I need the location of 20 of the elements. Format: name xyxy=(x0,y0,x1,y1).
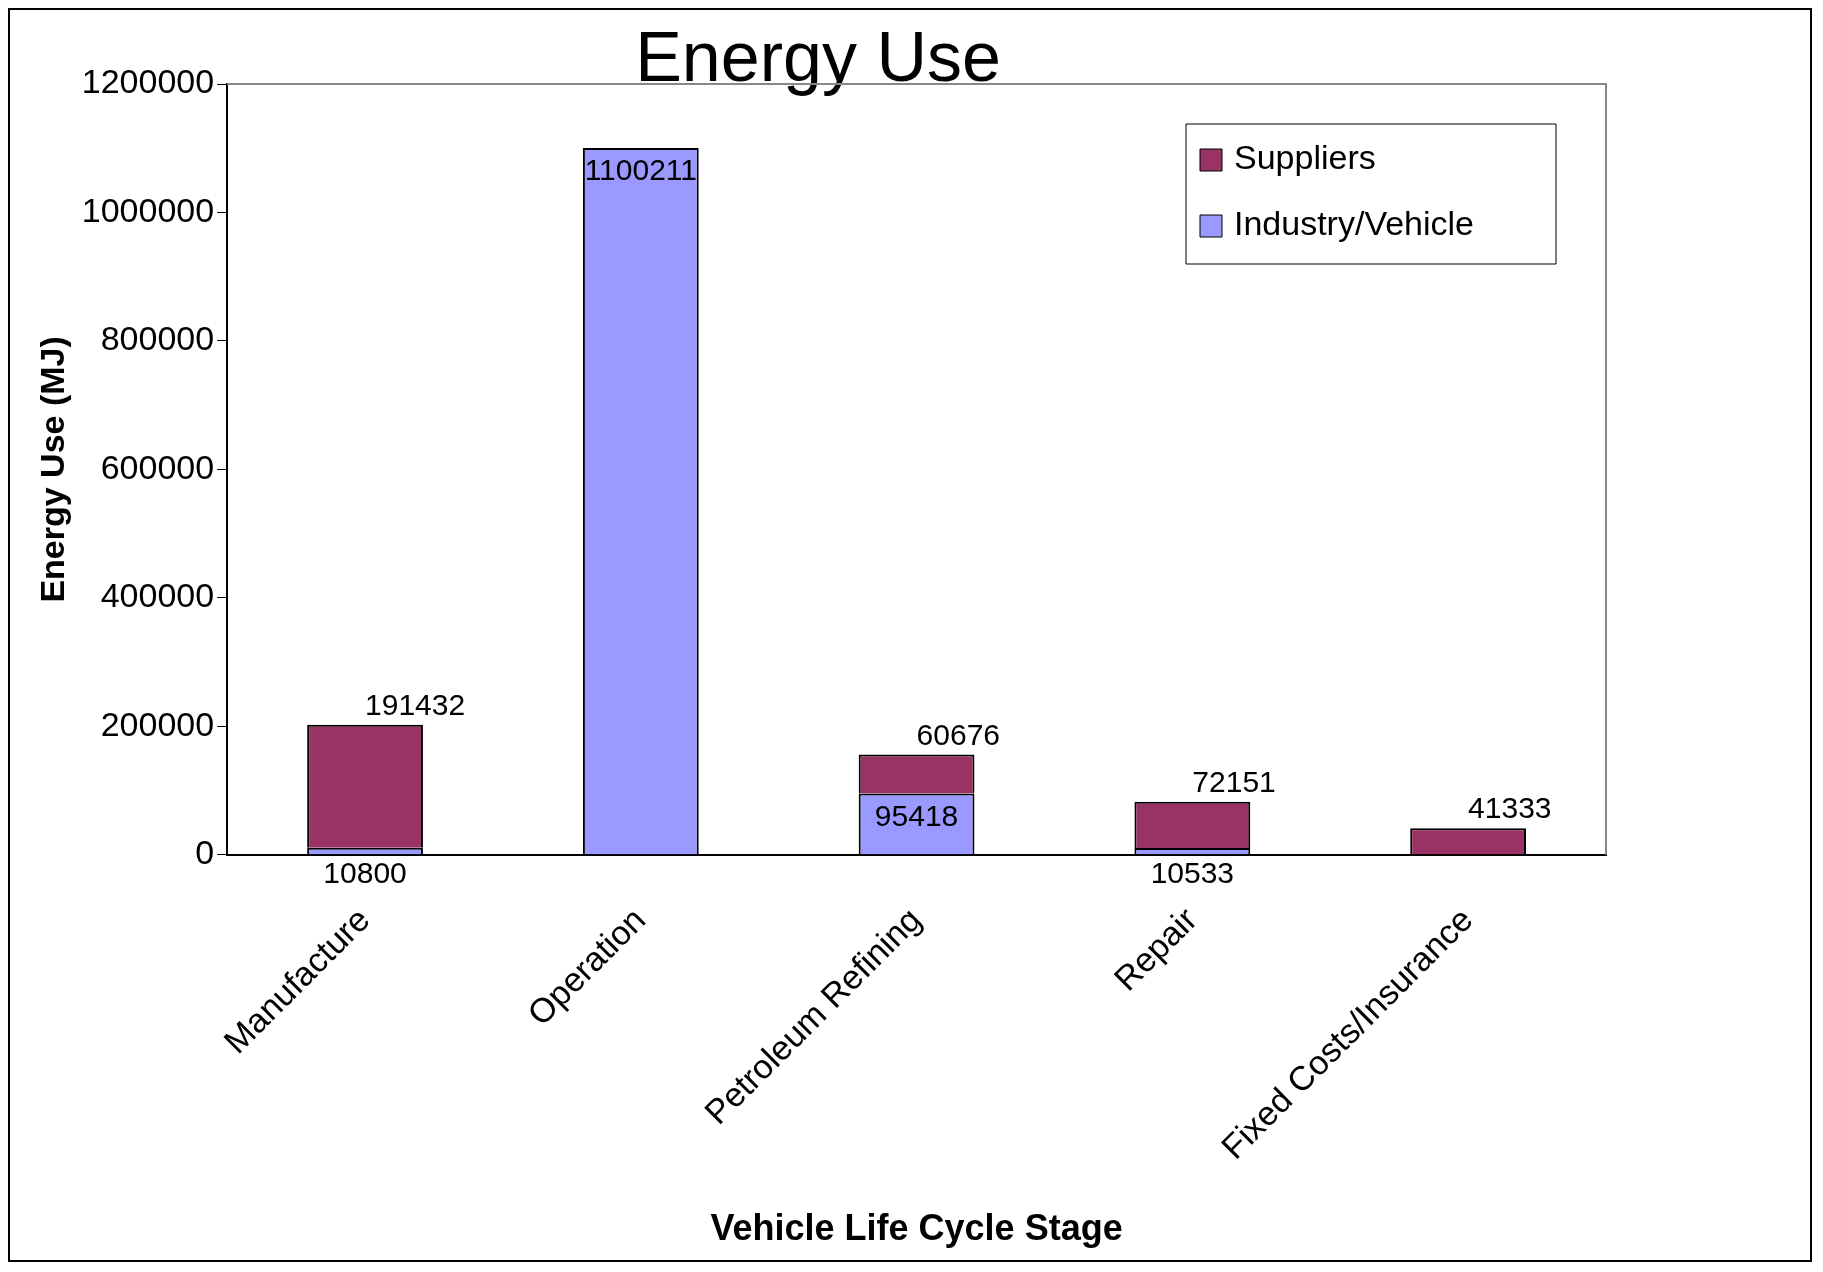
legend-label: Industry/Vehicle xyxy=(1234,204,1475,243)
y-tick-label: 1200000 xyxy=(81,62,215,101)
y-tick-label: 400000 xyxy=(100,576,215,615)
y-tick-label: 800000 xyxy=(100,319,215,358)
data-label: 95418 xyxy=(874,798,959,832)
y-tick-label: 0 xyxy=(195,833,215,872)
data-label: 72151 xyxy=(1192,764,1276,798)
y-tick-label: 200000 xyxy=(100,704,215,743)
data-label: 1100211 xyxy=(584,153,697,187)
data-label: 41333 xyxy=(1468,791,1552,825)
data-label: 60676 xyxy=(916,717,1001,751)
y-tick-label: 600000 xyxy=(100,447,215,486)
chart-title: Energy Use xyxy=(635,18,1001,97)
legend-label: Suppliers xyxy=(1234,138,1376,177)
y-tick-label: 1000000 xyxy=(81,190,215,229)
x-axis-title: Vehicle Life Cycle Stage xyxy=(710,1207,1123,1249)
data-label: 191432 xyxy=(365,688,466,722)
data-label: 10800 xyxy=(323,855,407,889)
y-axis-title: Energy Use (MJ) xyxy=(32,336,71,603)
data-label: 10533 xyxy=(1150,855,1235,889)
